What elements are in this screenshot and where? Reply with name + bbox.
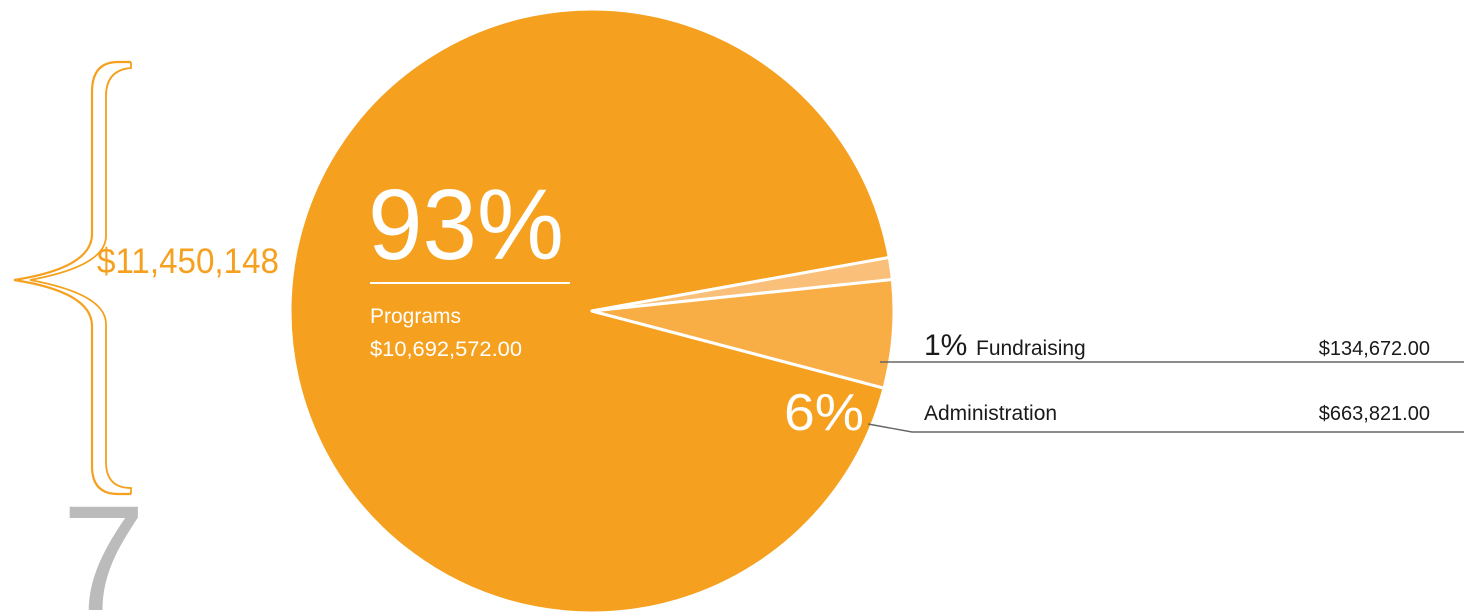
- pie-slices: [288, 7, 896, 612]
- programs-percent-label: 93%: [368, 169, 564, 281]
- fundraising-amount-label: $134,672.00: [1319, 338, 1430, 360]
- administration-percent-label: 6%: [784, 384, 864, 442]
- administration-leader-line: [867, 423, 1464, 433]
- administration-amount-label: $663,821.00: [1319, 403, 1430, 425]
- pie-slice-administration: [590, 277, 896, 390]
- total-brace: [13, 60, 131, 496]
- administration-category-label: Administration: [924, 402, 1057, 425]
- pie-slice-programs: [288, 7, 891, 612]
- fundraising-category-label: Fundraising: [976, 337, 1086, 360]
- page-number: 7: [62, 474, 145, 612]
- programs-category-label: Programs: [370, 305, 461, 328]
- total-brace-inner: [29, 62, 132, 494]
- total-amount: $11,450,148: [97, 242, 279, 281]
- fundraising-percent-label: 1%: [924, 329, 967, 362]
- programs-amount-label: $10,692,572.00: [370, 338, 522, 361]
